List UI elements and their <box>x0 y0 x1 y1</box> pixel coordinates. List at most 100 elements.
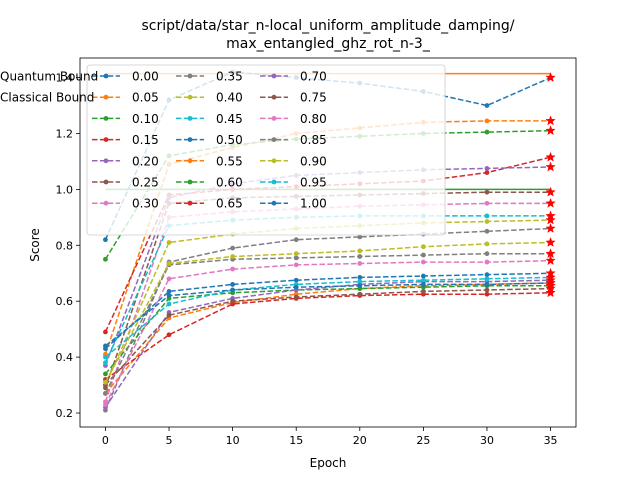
data-point <box>230 287 236 293</box>
legend-marker <box>187 200 193 206</box>
legend-label: 0.75 <box>300 91 327 105</box>
legend-marker <box>271 73 277 79</box>
final-star-marker <box>545 186 556 197</box>
legend-marker <box>103 158 109 164</box>
legend-label: Classical Bound <box>0 91 94 105</box>
x-axis-label: Epoch <box>310 456 347 470</box>
data-point <box>103 329 108 335</box>
data-point <box>357 291 363 297</box>
data-point <box>357 254 363 259</box>
y-tick-label: 0.2 <box>56 407 74 420</box>
legend-label: 0.15 <box>132 133 159 147</box>
data-point <box>103 391 108 396</box>
series-line-0.70 <box>104 279 551 408</box>
legend-marker <box>271 94 277 100</box>
legend-label: 0.25 <box>132 176 159 190</box>
data-point <box>293 294 299 300</box>
x-tick-label: 20 <box>353 434 367 447</box>
data-point <box>357 248 363 254</box>
final-star-marker <box>545 283 556 294</box>
legend-marker <box>103 116 109 121</box>
x-tick-label: 15 <box>289 434 303 447</box>
data-point <box>484 129 490 135</box>
legend-label: 0.45 <box>216 112 243 126</box>
data-point <box>484 170 490 176</box>
data-point <box>230 298 236 304</box>
data-point <box>293 255 299 261</box>
data-point <box>484 282 490 287</box>
x-tick-label: 5 <box>166 434 173 447</box>
series-line-0.35 <box>104 227 551 411</box>
series-line-0.60 <box>104 285 551 375</box>
data-point <box>420 282 426 287</box>
data-point <box>484 219 490 224</box>
data-point <box>166 289 172 294</box>
legend-label: 0.30 <box>132 197 159 211</box>
x-axis: 0 5 10 15 20 25 30 35 <box>102 427 558 447</box>
legend: 0.00 0.05 0.10 0.15 0.20 0.25 0.30 0.35 0.40 0.45… <box>0 64 446 236</box>
legend-marker <box>187 158 193 164</box>
final-star-marker <box>545 277 556 288</box>
final-star-marker <box>545 214 556 225</box>
legend-marker <box>187 179 193 185</box>
data-point <box>484 276 490 282</box>
legend-label: 1.00 <box>300 197 327 211</box>
final-star-marker <box>545 151 556 162</box>
data-point <box>484 251 490 257</box>
data-point <box>484 189 490 195</box>
data-point <box>484 213 490 219</box>
data-point <box>166 261 172 266</box>
data-point <box>484 241 490 247</box>
plot-frame <box>79 57 577 428</box>
final-star-marker <box>545 210 556 221</box>
legend-label: 0.00 <box>132 70 159 84</box>
title-line: script/data/star_n-local_uniform_amplitu… <box>141 18 514 34</box>
x-tick-label: 35 <box>544 434 558 447</box>
series-line-0.90 <box>104 241 551 383</box>
data-point <box>484 103 490 108</box>
data-point <box>166 332 172 338</box>
x-tick-label: 10 <box>226 434 240 447</box>
legend-marker <box>271 200 277 206</box>
legend-marker <box>103 94 109 100</box>
data-point <box>103 371 108 377</box>
data-point <box>293 251 299 257</box>
series-line-0.50 <box>104 272 551 350</box>
legend-label: 0.35 <box>216 70 243 84</box>
data-point <box>484 272 490 278</box>
data-point <box>166 301 172 307</box>
data-point <box>357 283 363 289</box>
legend-label: 0.65 <box>216 197 243 211</box>
legend-marker <box>271 137 277 143</box>
final-star-marker <box>545 222 556 233</box>
legend-marker <box>271 158 277 164</box>
data-point <box>230 282 236 287</box>
data-point <box>420 252 426 258</box>
data-point <box>103 343 108 349</box>
data-point <box>103 237 108 243</box>
legend-label: 0.95 <box>300 176 327 190</box>
data-point <box>420 277 426 283</box>
legend-label: Quantum Bound <box>0 70 98 84</box>
series-line-0.85 <box>104 252 551 394</box>
series-line-1.00 <box>104 282 551 347</box>
legend-marker <box>103 137 109 143</box>
chart-title: script/data/star_n-local_uniform_amplitu… <box>141 18 514 52</box>
data-point <box>420 273 426 279</box>
y-axis-label: Score <box>28 228 42 262</box>
legend-label: 0.40 <box>216 91 243 105</box>
data-point <box>293 284 299 290</box>
legend-marker <box>187 137 193 143</box>
data-point <box>103 354 108 360</box>
legend-label: 0.70 <box>300 70 327 84</box>
data-point <box>293 237 299 243</box>
series-line-0.75 <box>104 287 551 386</box>
final-star-marker <box>545 72 556 83</box>
legend-marker <box>271 179 277 185</box>
final-star-marker <box>545 255 556 266</box>
data-point <box>420 259 426 265</box>
data-point <box>166 293 172 299</box>
data-point <box>293 262 299 268</box>
data-point <box>357 234 363 240</box>
